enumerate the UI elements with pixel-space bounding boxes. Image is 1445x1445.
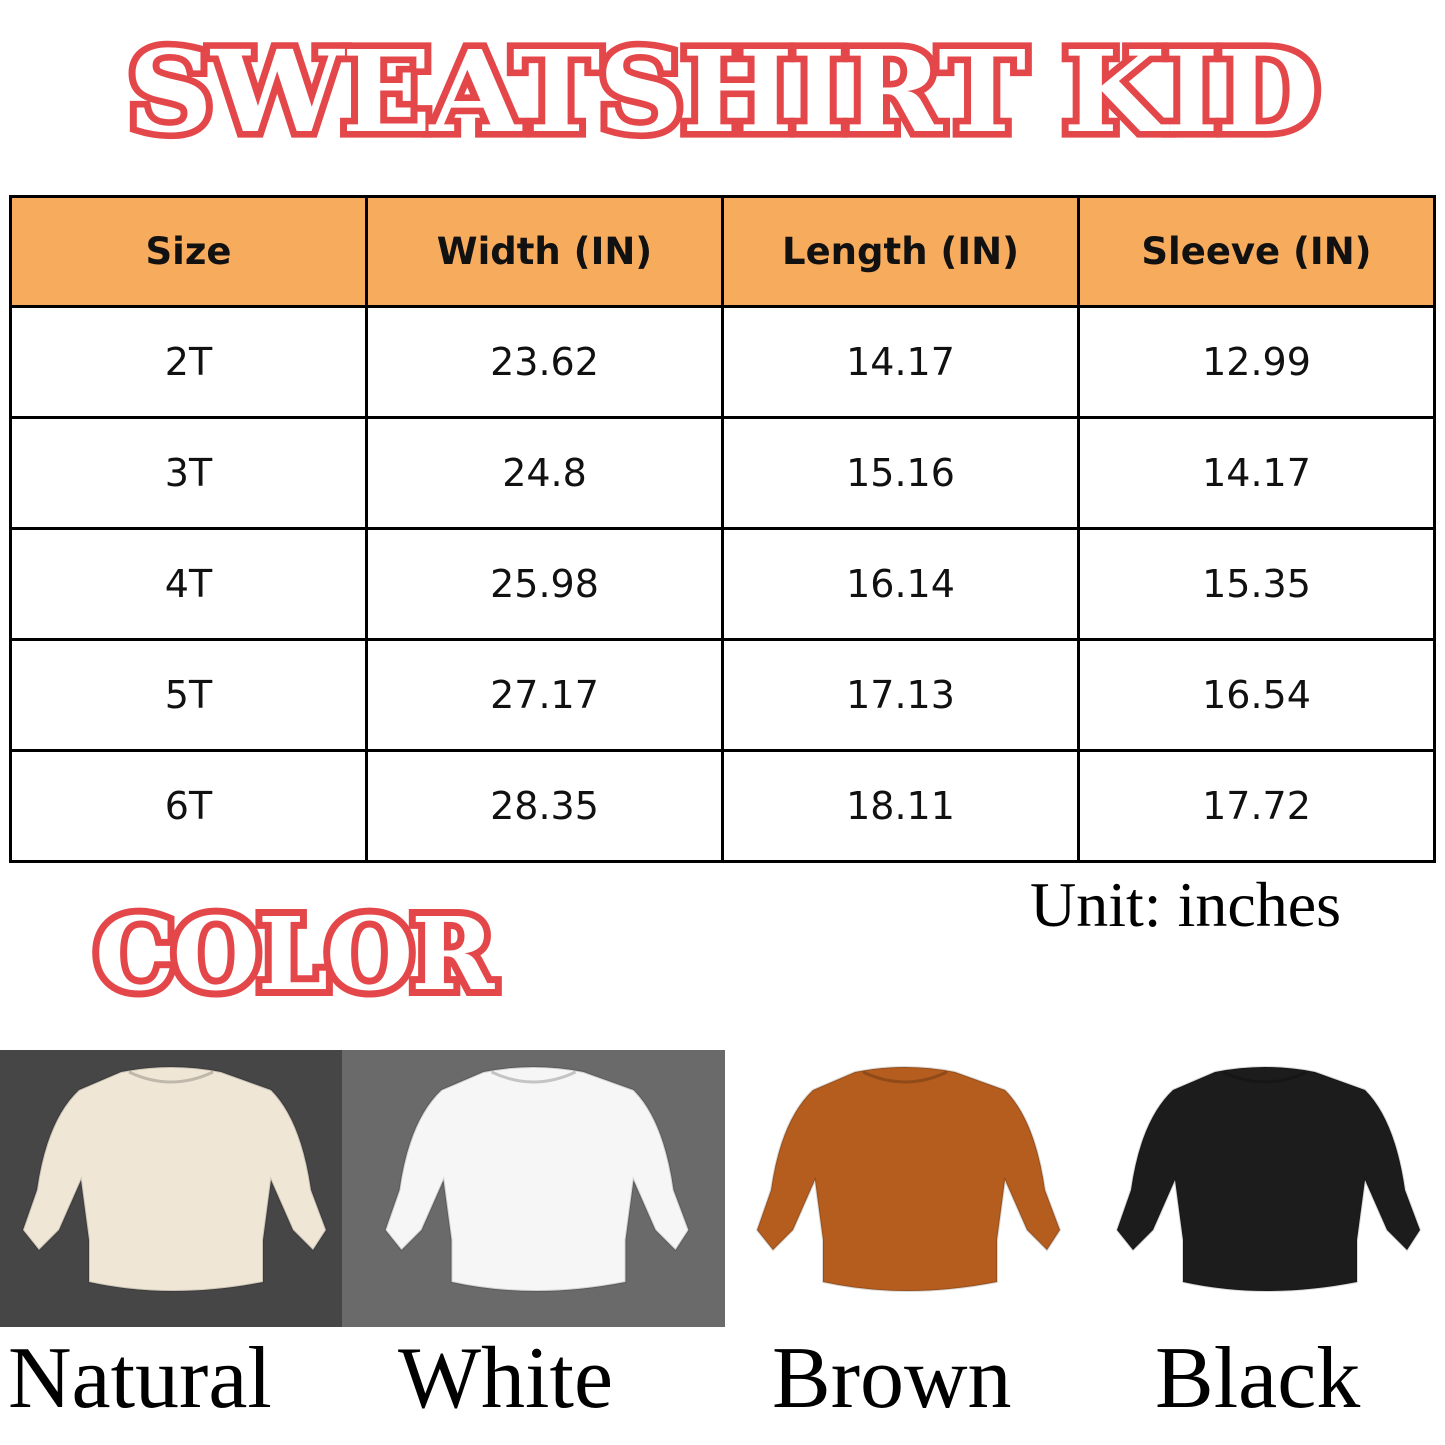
table-cell: 5T bbox=[9, 638, 368, 752]
color-label-white: White bbox=[398, 1330, 614, 1427]
table-cell: 17.72 bbox=[1077, 749, 1436, 863]
color-photo-natural bbox=[0, 1050, 342, 1327]
table-cell: 18.11 bbox=[721, 749, 1080, 863]
table-row: 3T 24.8 15.16 14.17 bbox=[9, 416, 1436, 530]
header-sleeve: Sleeve (IN) bbox=[1077, 195, 1436, 308]
sweatshirt-image bbox=[384, 1066, 690, 1292]
color-label-black: Black bbox=[1155, 1330, 1361, 1427]
header-width: Width (IN) bbox=[365, 195, 724, 308]
table-cell: 15.35 bbox=[1077, 527, 1436, 641]
table-row: 5T 27.17 17.13 16.54 bbox=[9, 638, 1436, 752]
table-row: 6T 28.35 18.11 17.72 bbox=[9, 749, 1436, 863]
table-cell: 16.54 bbox=[1077, 638, 1436, 752]
header-size: Size bbox=[9, 195, 368, 308]
sweatshirt-image bbox=[755, 1066, 1062, 1292]
table-header-row: Size Width (IN) Length (IN) Sleeve (IN) bbox=[9, 195, 1436, 308]
size-table: Size Width (IN) Length (IN) Sleeve (IN) … bbox=[9, 195, 1436, 863]
table-cell: 12.99 bbox=[1077, 305, 1436, 419]
header-length: Length (IN) bbox=[721, 195, 1080, 308]
table-cell: 28.35 bbox=[365, 749, 724, 863]
sweatshirt-image bbox=[1115, 1066, 1422, 1292]
color-label-brown: Brown bbox=[772, 1330, 1012, 1427]
table-cell: 4T bbox=[9, 527, 368, 641]
table-cell: 14.17 bbox=[1077, 416, 1436, 530]
table-cell: 2T bbox=[9, 305, 368, 419]
color-photo-black bbox=[1085, 1050, 1445, 1327]
color-photo-white bbox=[342, 1050, 725, 1327]
table-cell: 3T bbox=[9, 416, 368, 530]
unit-note: Unit: inches bbox=[1030, 869, 1342, 940]
table-cell: 23.62 bbox=[365, 305, 724, 419]
color-heading: COLOR bbox=[88, 888, 501, 1020]
table-cell: 25.98 bbox=[365, 527, 724, 641]
color-label-natural: Natural bbox=[8, 1330, 272, 1427]
table-cell: 14.17 bbox=[721, 305, 1080, 419]
sweatshirt-image bbox=[21, 1066, 328, 1292]
table-row: 2T 23.62 14.17 12.99 bbox=[9, 305, 1436, 419]
table-row: 4T 25.98 16.14 15.35 bbox=[9, 527, 1436, 641]
table-cell: 27.17 bbox=[365, 638, 724, 752]
table-cell: 15.16 bbox=[721, 416, 1080, 530]
page-title: SWEATSHIRT KID bbox=[121, 19, 1326, 164]
table-cell: 24.8 bbox=[365, 416, 724, 530]
color-photo-brown bbox=[725, 1050, 1085, 1327]
table-cell: 17.13 bbox=[721, 638, 1080, 752]
table-cell: 16.14 bbox=[721, 527, 1080, 641]
table-cell: 6T bbox=[9, 749, 368, 863]
